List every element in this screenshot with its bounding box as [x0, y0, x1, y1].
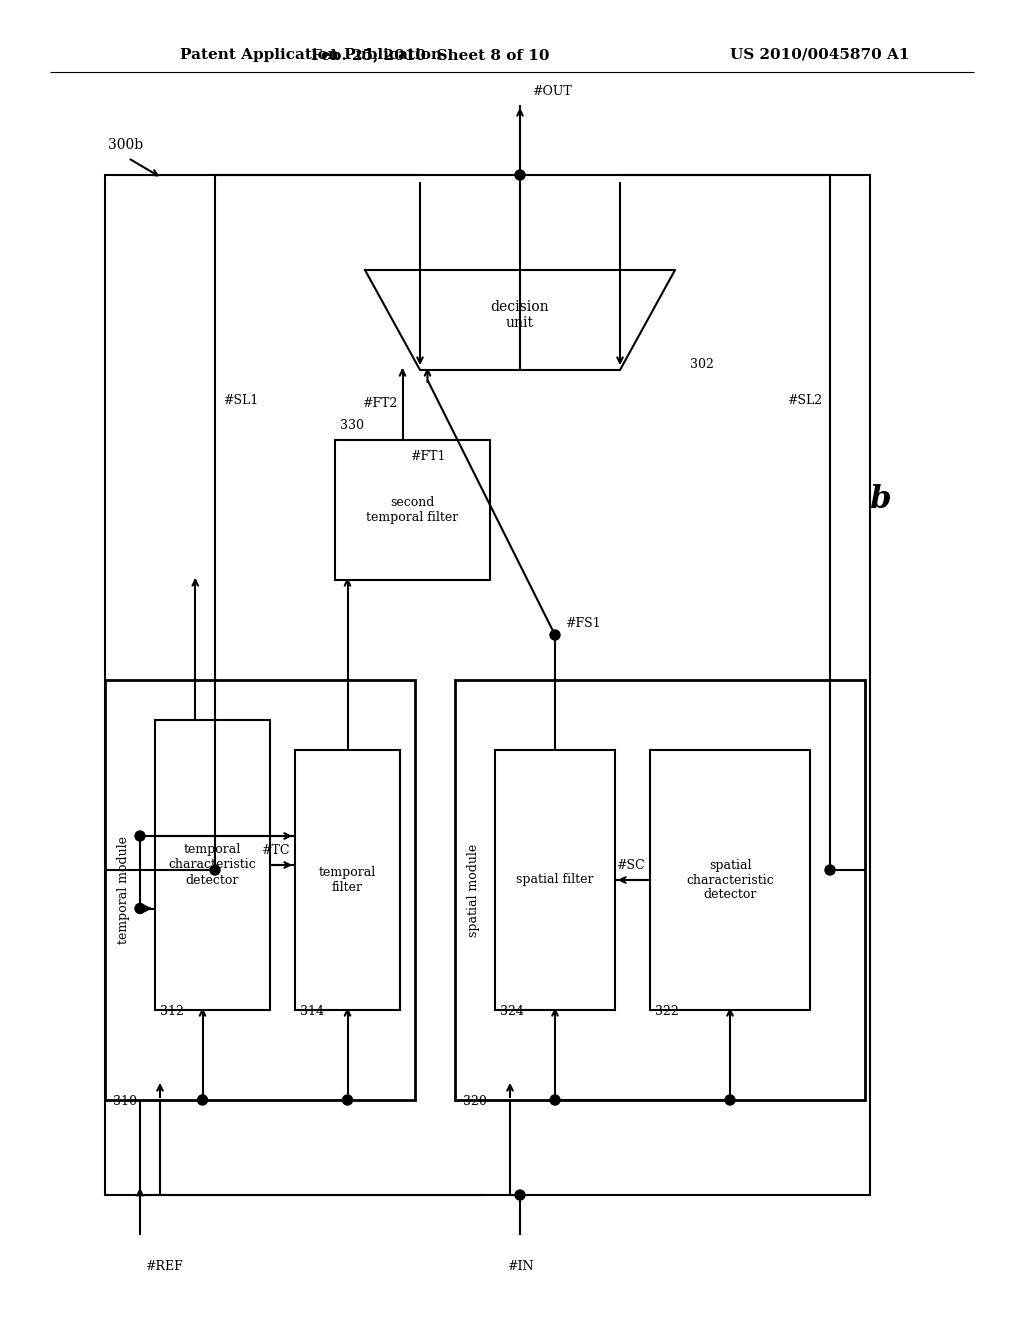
- Bar: [105, 680, 415, 1100]
- Text: #OUT: #OUT: [532, 84, 571, 98]
- Text: temporal module: temporal module: [117, 836, 129, 944]
- Text: decision
unit: decision unit: [490, 300, 549, 330]
- Text: #FT2: #FT2: [362, 397, 397, 411]
- Text: spatial module: spatial module: [467, 843, 479, 937]
- Text: 322: 322: [655, 1005, 679, 1018]
- Text: 320: 320: [463, 1096, 486, 1107]
- Text: 310: 310: [113, 1096, 137, 1107]
- Circle shape: [198, 1096, 208, 1105]
- Text: 312: 312: [160, 1005, 184, 1018]
- Text: second
temporal filter: second temporal filter: [367, 496, 459, 524]
- Text: #FT1: #FT1: [411, 450, 446, 463]
- Text: spatial
characteristic
detector: spatial characteristic detector: [686, 858, 774, 902]
- Bar: [455, 680, 865, 1100]
- Text: Patent Application Publication: Patent Application Publication: [180, 48, 442, 62]
- Text: spatial filter: spatial filter: [516, 874, 594, 887]
- Circle shape: [210, 865, 220, 875]
- Text: #SC: #SC: [616, 859, 645, 873]
- Circle shape: [725, 1096, 735, 1105]
- Text: #FS1: #FS1: [565, 616, 601, 630]
- Text: 302: 302: [690, 359, 714, 371]
- Text: #SL1: #SL1: [223, 393, 258, 407]
- Circle shape: [135, 832, 145, 841]
- Bar: [295, 750, 400, 1010]
- Text: Feb. 25, 2010  Sheet 8 of 10: Feb. 25, 2010 Sheet 8 of 10: [310, 48, 549, 62]
- Polygon shape: [365, 271, 675, 370]
- Text: temporal
filter: temporal filter: [318, 866, 376, 894]
- Text: 300b: 300b: [108, 139, 143, 152]
- Circle shape: [550, 1096, 560, 1105]
- Circle shape: [825, 865, 835, 875]
- Text: #TC: #TC: [261, 843, 290, 857]
- Bar: [335, 440, 490, 579]
- Text: FIG. 2b: FIG. 2b: [768, 484, 892, 516]
- Text: #IN: #IN: [507, 1261, 534, 1272]
- Bar: [495, 750, 615, 1010]
- Circle shape: [342, 1096, 352, 1105]
- Bar: [650, 750, 810, 1010]
- Bar: [155, 719, 270, 1010]
- Text: #REF: #REF: [145, 1261, 182, 1272]
- Text: #SL2: #SL2: [786, 393, 822, 407]
- Text: 324: 324: [500, 1005, 524, 1018]
- Circle shape: [515, 1191, 525, 1200]
- Text: temporal
characteristic
detector: temporal characteristic detector: [169, 843, 256, 887]
- Bar: [105, 176, 870, 1195]
- Text: US 2010/0045870 A1: US 2010/0045870 A1: [730, 48, 909, 62]
- Circle shape: [135, 903, 145, 913]
- Circle shape: [550, 630, 560, 640]
- Text: 330: 330: [340, 418, 364, 432]
- Text: 314: 314: [300, 1005, 324, 1018]
- Circle shape: [515, 170, 525, 180]
